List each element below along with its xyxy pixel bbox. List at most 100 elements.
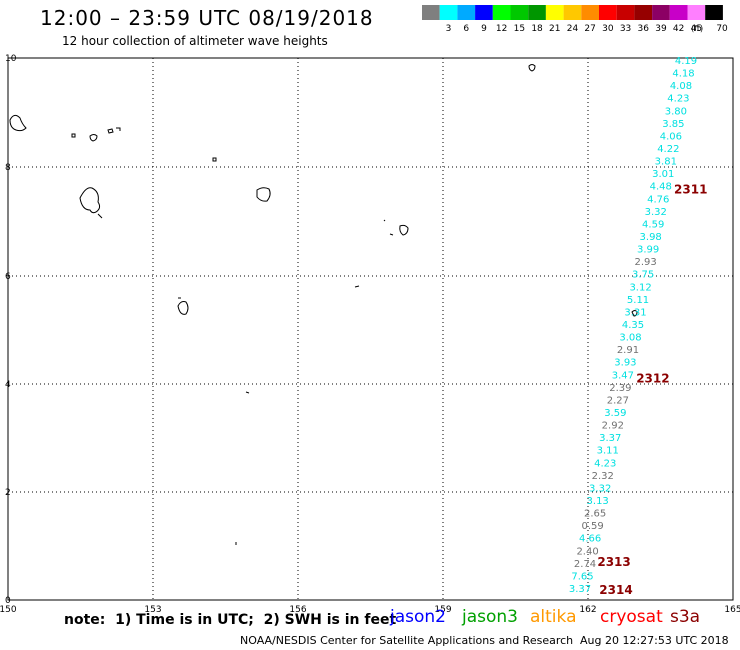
wave-height-value: 4.06 [660,131,682,142]
legend-swatch [599,5,617,20]
wave-height-value: 3.85 [662,119,684,130]
wave-height-value: 3.81 [655,157,677,168]
wave-height-value: 2.74 [574,559,596,570]
legend-swatch [457,5,476,20]
legend-label: 27 [584,24,595,34]
legend-swatch [439,5,458,20]
wave-height-value: 0.59 [581,521,603,532]
wave-height-value: 4.76 [647,194,669,205]
satellite-name: jason3 [462,607,518,627]
legend-label: 24 [567,24,579,34]
lat-tick-label: 6 [5,272,11,282]
legend-swatch [510,5,529,20]
track-time-label: 2311 [674,183,707,197]
satellite-name: altika [530,607,577,627]
wave-height-value: 3.32 [645,207,667,218]
wave-height-value: 2.39 [609,383,631,394]
lat-tick-label: 0 [5,596,11,606]
island-outline [107,127,121,134]
wave-height-value: 2.91 [617,345,639,356]
track-time-label: 2312 [636,371,669,385]
lon-tick-label: 153 [144,605,161,615]
legend-label: 33 [620,24,631,34]
wave-height-value: 5.11 [627,295,649,306]
legend-swatch [545,5,564,20]
wave-height-value: 3.80 [665,106,687,117]
wave-height-value: 3.99 [637,245,659,256]
wave-height-value: 4.18 [672,69,694,80]
wave-height-value: 3.37 [599,433,621,444]
wave-height-value: 4.19 [675,56,697,67]
lat-tick-label: 8 [5,163,11,173]
coastlines [9,64,638,545]
legend-label: 3 [446,24,452,34]
island-outline [9,114,27,132]
wave-height-value: 3.08 [619,333,641,344]
track-time-label: 2313 [597,555,630,569]
legend-label: 21 [549,24,560,34]
satellite-track: 4.194.184.084.233.803.854.064.223.813.01… [569,56,697,595]
units-note: note: 1) Time is in UTC; 2) SWH is in fe… [64,612,397,628]
island-outline [89,134,98,142]
wave-height-value: 4.35 [622,320,644,331]
legend-swatch [422,5,440,20]
lon-tick-label: 162 [579,605,596,615]
satellite-name: jason2 [390,607,446,627]
wave-height-value: 3.75 [632,270,654,281]
legend-swatch [475,5,493,20]
lon-tick-label: 165 [724,605,740,615]
island-outline [354,285,360,288]
wave-height-value: 3.98 [640,232,662,243]
wave-height-value: 3.32 [589,483,611,494]
lon-tick-label: 156 [289,605,306,615]
wave-height-value: 4.22 [657,144,679,155]
wave-height-value: 3.47 [612,370,634,381]
legend-swatch [492,5,511,20]
wave-height-value: 2.27 [607,395,629,406]
legend-unit: (ft) [691,24,703,33]
wave-height-value: 4.23 [667,94,689,105]
wave-height-value: 3.31 [624,307,646,318]
grid [8,58,733,600]
lat-tick-label: 10 [5,54,17,64]
legend-label: 18 [531,24,543,34]
legend-swatch [705,5,723,20]
legend-label: 70 [716,24,728,34]
legend-label: 12 [496,24,507,34]
island-outline [177,297,189,315]
legend-label: 42 [673,24,684,34]
legend-label: 15 [514,24,525,34]
satellite-name: s3a [670,607,701,627]
legend-label: 36 [638,24,650,34]
lon-tick-label: 159 [434,605,451,615]
latitude-axis: 10 8 6 4 2 0 [5,54,17,606]
island-outline [256,187,271,202]
map-frame [7,57,734,601]
wave-height-value: 7.65 [571,571,593,582]
wave-height-value: 4.23 [594,458,616,469]
island-outline [245,391,250,394]
wave-height-value: 3.11 [597,446,619,457]
wave-height-value: 3.93 [614,358,636,369]
wave-height-value: 4.08 [670,81,692,92]
wave-height-value: 3.13 [587,496,609,507]
legend-label: 6 [463,24,469,34]
island-outline [71,133,76,138]
legend-label: 39 [655,24,667,34]
legend-swatch [687,5,706,20]
color-legend: 3 6 9 12 15 18 21 24 27 30 33 36 39 42 45 70(ft) [422,5,728,34]
legend-swatch [563,5,582,20]
page-subtitle: 12 hour collection of altimeter wave hei… [62,34,328,48]
legend-swatch [634,5,653,20]
lon-tick-label: 150 [0,605,17,615]
wave-height-value: 2.40 [576,546,598,557]
island-outline [631,310,638,317]
legend-swatch [581,5,599,20]
wave-height-value: 4.48 [650,182,672,193]
wave-height-value: 4.66 [579,534,601,545]
wave-height-value: 2.92 [602,421,624,432]
page-title: 12:00 – 23:59 UTC 08/19/2018 [40,6,374,30]
longitude-axis: 150 153 156 159 162 165 [0,605,740,615]
legend-label: 9 [481,24,487,34]
legend-label: 45 [691,24,702,34]
